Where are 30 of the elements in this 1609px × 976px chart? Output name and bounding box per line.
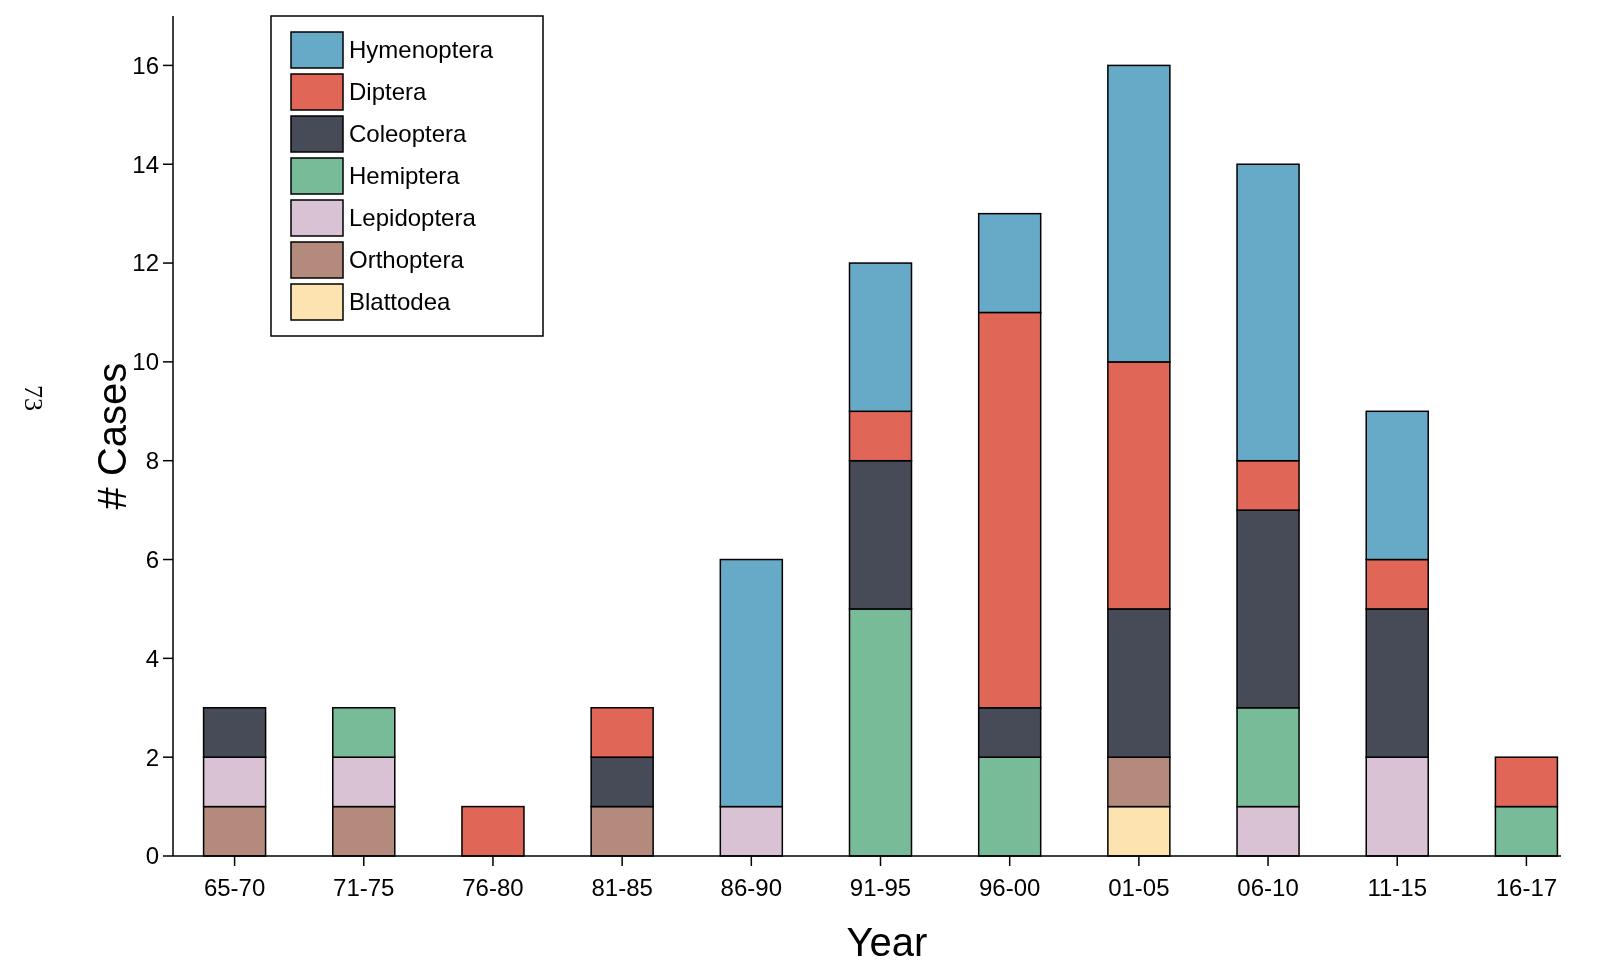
legend-label: Blattodea xyxy=(349,288,452,316)
y-tick-label: 0 xyxy=(145,842,159,870)
x-tick-label: 06-10 xyxy=(1237,874,1299,901)
x-tick-label: 71-75 xyxy=(333,874,395,901)
legend-label: Diptera xyxy=(349,78,428,106)
legend-label: Coleoptera xyxy=(349,120,468,148)
y-tick-label: 10 xyxy=(132,348,159,376)
legend-label: Orthoptera xyxy=(349,246,465,274)
y-tick-label: 2 xyxy=(145,743,159,771)
legend-label: Hemiptera xyxy=(349,162,461,190)
y-tick-label: 16 xyxy=(132,51,159,79)
x-tick-label: 65-70 xyxy=(203,874,266,901)
x-tick-label: 76-80 xyxy=(462,874,524,901)
x-axis-title: Year xyxy=(846,920,928,964)
x-tick-label: 11-15 xyxy=(1367,874,1428,901)
x-tick-label: 81-85 xyxy=(591,874,653,901)
x-tick-label: 96-00 xyxy=(978,874,1041,901)
x-tick-label: 01-05 xyxy=(1108,874,1170,901)
y-tick-label: 14 xyxy=(132,150,159,178)
y-axis-title: # Cases xyxy=(90,362,134,510)
y-tick-label: 12 xyxy=(132,249,159,277)
legend-label: Hymenoptera xyxy=(349,36,494,64)
legend-label: Lepidoptera xyxy=(349,204,477,232)
y-tick-label: 8 xyxy=(145,447,159,475)
x-tick-label: 91-95 xyxy=(849,874,912,901)
y-tick-label: 4 xyxy=(145,644,159,672)
x-tick-label: 16-17 xyxy=(1495,874,1558,901)
y-tick-label: 6 xyxy=(145,545,159,573)
x-tick-label: 86-90 xyxy=(720,874,783,901)
text: 73 xyxy=(18,385,48,411)
